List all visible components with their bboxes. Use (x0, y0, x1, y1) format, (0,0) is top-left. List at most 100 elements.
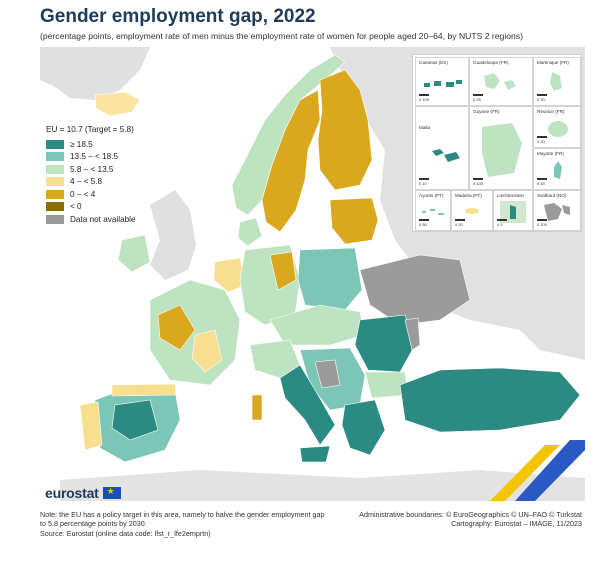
france-yellow-regions (157, 304, 196, 351)
finland-regions (317, 69, 373, 191)
inset-shape (500, 201, 526, 223)
inset-scale: 0 100 (473, 178, 483, 186)
legend-label: 0 – < 4 (70, 189, 96, 199)
legend-item: 5.8 – < 13.5 (46, 163, 136, 176)
sicily-region (299, 445, 331, 463)
sweden-regions (261, 89, 321, 233)
inset-liechtenstein: Liechtenstein 0 5 (493, 190, 533, 231)
legend-swatch (46, 139, 64, 149)
legend-swatch (46, 202, 64, 212)
inset-label: Martinique (FR) (537, 60, 569, 65)
inset-scale: 0 100 (537, 219, 547, 227)
inset-acores: Açores (PT) 0 50 (415, 190, 451, 231)
legend-item: < 0 (46, 201, 136, 214)
no-data-region-east (359, 254, 471, 326)
inset-shape (422, 209, 444, 215)
inset-scale: 0 100 (419, 94, 429, 102)
inset-label: Guadeloupe (FR) (473, 60, 509, 65)
inset-label: Réunion (FR) (537, 109, 565, 114)
balkan-no-data (314, 359, 341, 389)
germany-east-regions (269, 251, 297, 291)
ireland-land (117, 234, 151, 273)
inset-scale: 0 10 (419, 178, 429, 186)
inset-scale: 0 50 (419, 219, 429, 227)
eu-value-label: EU = 10.7 (Target = 5.8) (46, 125, 134, 134)
inset-guyane: Guyane (FR) 0 100 (469, 106, 533, 190)
inset-scale: 0 20 (455, 219, 465, 227)
portugal-regions (79, 401, 103, 451)
legend-swatch (46, 189, 64, 199)
legend-label: 5.8 – < 13.5 (70, 164, 114, 174)
inset-scale: 0 25 (473, 94, 483, 102)
legend-swatch (46, 214, 64, 224)
inset-label: Açores (PT) (419, 193, 444, 198)
legend-item: Data not available (46, 213, 136, 226)
legend-swatch (46, 152, 64, 162)
map-subtitle: (percentage points, employment rate of m… (40, 31, 523, 41)
italy-south-regions (279, 364, 336, 446)
iceland-region (94, 91, 141, 117)
spain-north-regions (111, 383, 177, 397)
decorative-chevron-blue (515, 440, 585, 501)
legend-item: ≥ 18.5 (46, 138, 136, 151)
sardinia-region (251, 394, 263, 421)
inset-shape (484, 73, 516, 90)
north-africa-land (60, 470, 585, 501)
decorative-chevron-yellow (490, 445, 560, 501)
inset-label: Svalbard (NO) (537, 193, 567, 198)
inset-shape (544, 203, 570, 221)
denmark-regions (237, 217, 263, 247)
legend-label: Data not available (70, 214, 136, 224)
legend-label: < 0 (70, 202, 82, 212)
inset-shape (432, 149, 460, 162)
inset-shape (424, 80, 462, 87)
logo-wordmark: eurostat (45, 485, 99, 501)
inset-scale: 0 15 (537, 178, 547, 186)
inset-label: Liechtenstein (497, 193, 525, 198)
inset-shape (465, 208, 479, 214)
europe-map (40, 47, 585, 501)
greenland-shape (40, 47, 150, 100)
inset-canarias: Canarias (ES) 0 100 (415, 57, 469, 106)
inset-label: Madeira (PT) (455, 193, 482, 198)
inset-scale: 0 20 (537, 136, 547, 144)
inset-shape (482, 123, 522, 177)
source-text: Source: Eurostat (online data code: lfst… (40, 528, 211, 538)
inset-madeira: Madeira (PT) 0 20 (451, 190, 493, 231)
inset-maps-panel: Canarias (ES) 0 100 Guadeloupe (FR) 0 25… (412, 54, 582, 232)
cartography-credit: Cartography: Eurostat – IMAGE, 11/2023 (451, 519, 582, 529)
legend-label: 13.5 – < 18.5 (70, 152, 119, 162)
legend-item: 13.5 – < 18.5 (46, 151, 136, 164)
inset-martinique: Martinique (FR) 0 20 (533, 57, 581, 106)
moldova-no-data (404, 317, 421, 351)
turkey-regions (399, 367, 581, 433)
legend-item: 0 – < 4 (46, 188, 136, 201)
legend-item: 4 – < 5.8 (46, 176, 136, 189)
inset-label: Mayotte (FR) (537, 151, 564, 156)
inset-guadeloupe: Guadeloupe (FR) 0 25 (469, 57, 533, 106)
inset-label: Guyane (FR) (473, 109, 500, 114)
legend-label: ≥ 18.5 (70, 139, 93, 149)
legend-swatch (46, 164, 64, 174)
inset-shape (554, 161, 562, 179)
inset-shape (548, 121, 568, 137)
boundaries-credit: Administrative boundaries: © EuroGeograp… (359, 510, 582, 519)
greece-regions (341, 399, 386, 456)
inset-shape (550, 72, 562, 91)
eurostat-logo: eurostat (45, 485, 121, 501)
poland-regions (297, 247, 363, 311)
inset-label: Malta (419, 125, 431, 130)
inset-svalbard: Svalbard (NO) 0 100 (533, 190, 581, 231)
benelux-regions (213, 257, 247, 293)
legend-swatch (46, 177, 64, 187)
inset-scale: 0 5 (497, 219, 507, 227)
legend-label: 4 – < 5.8 (70, 177, 103, 187)
inset-malta: Malta 0 10 (415, 106, 469, 190)
map-title: Gender employment gap, 2022 (40, 6, 316, 27)
eu-flag-icon (102, 486, 121, 499)
map-legend: EU = 10.7 (Target = 5.8) ≥ 18.5 13.5 – <… (46, 125, 136, 226)
inset-label: Canarias (ES) (419, 60, 448, 65)
spain-central-region (111, 399, 159, 441)
footnote: Note: the EU has a policy target in this… (40, 510, 330, 538)
inset-mayotte: Mayotte (FR) 0 15 (533, 148, 581, 190)
